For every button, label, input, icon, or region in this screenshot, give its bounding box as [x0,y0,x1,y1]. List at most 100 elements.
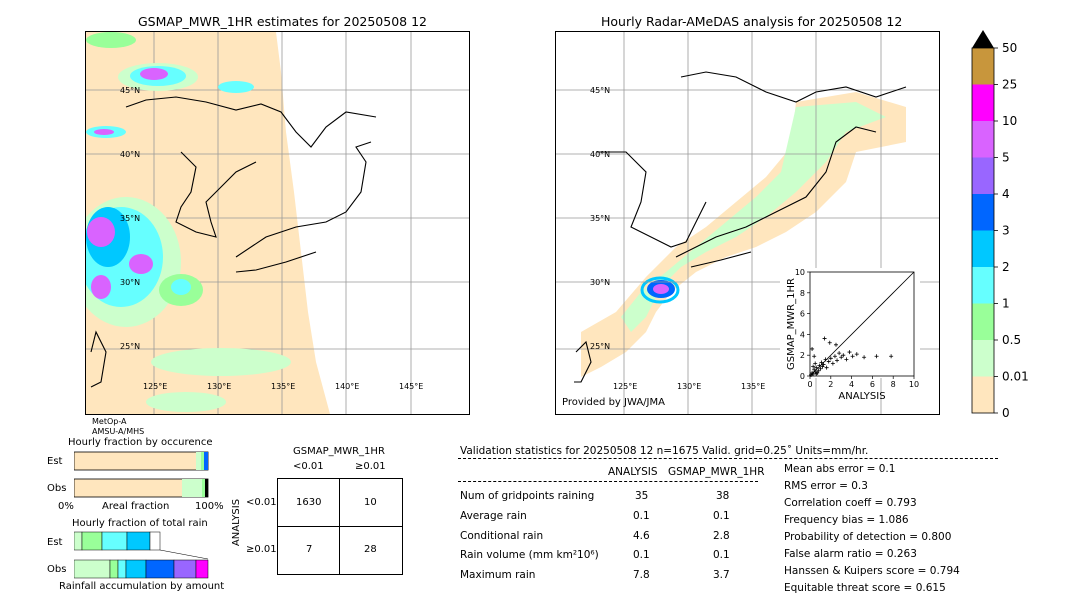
scatter-point [812,354,817,359]
colorbar-label: 0.5 [1002,333,1021,347]
validation-divider [458,458,998,459]
validation-header: Validation statistics for 20250508 12 n=… [460,445,869,457]
analysis-domain [581,92,906,377]
right-lon-125: 125°E [613,382,638,391]
left-lat-45: 45°N [120,86,141,95]
right-map-canvas [556,32,939,414]
sensor-line-2: AMSU-A/MHS [92,427,145,436]
contingency-row-axis: ANALYSIS [231,498,243,547]
scatter-point [809,372,814,377]
right-lat-45: 45°N [590,86,611,95]
cell-miss: 7 [306,544,313,555]
contingency-col-2: ≥0.01 [355,461,386,472]
scatter-y-label: GSMAP_MWR_1HR [786,278,797,370]
fraction-occurrence-title: Hourly fraction by occurence [68,437,213,448]
colorbar-segment [972,48,994,85]
scatter-point [817,363,822,368]
right-lat-35: 35°N [590,214,611,223]
row-label-4: Maximum rain [460,569,536,581]
scatter-point [813,361,818,366]
left-lon-135: 135°E [271,382,296,391]
colorbar-extend-arrow [972,30,994,48]
colorbar-segment [972,121,994,158]
occurrence-bars [74,451,209,498]
sensor-line-1: MetOp-A [92,417,127,426]
score-6: Hanssen & Kuipers score = 0.794 [784,565,960,577]
left-lat-40: 40°N [120,150,141,159]
scatter-point [828,356,833,361]
row-gsmap-2: 2.8 [713,530,730,542]
colorbar-label: 25 [1002,78,1017,92]
row-analysis-3: 0.1 [633,549,650,561]
scatter-point [813,369,818,374]
occ-axis-mid: Areal fraction [102,501,170,512]
scatter-y-tick-label: 0 [800,372,805,381]
scatter-y-tick-label: 8 [800,289,805,298]
left-lon-140: 140°E [335,382,360,391]
scatter-plot: 0 2 4 6 8 10 0 2 4 6 8 10 ANALYSIS GSMAP_MWR_1HR [786,268,919,402]
right-lat-30: 30°N [590,278,611,287]
colorbar-label: 0 [1002,406,1010,420]
validation-subdivider [458,481,758,482]
scatter-point [822,336,827,341]
colorbar-label: 4 [1002,187,1010,201]
scatter-point [834,342,838,347]
tot-row-est: Est [47,537,63,548]
score-1: RMS error = 0.3 [784,480,868,492]
row-analysis-2: 4.6 [633,530,650,542]
scatter-y-tick-label: 2 [800,351,805,360]
scatter-x-tick-label: 10 [909,380,919,389]
contingency-col-1: <0.01 [293,461,324,472]
colorbar-segment [972,303,994,340]
row-analysis-4: 7.8 [633,569,650,581]
right-lon-135: 135°E [741,382,766,391]
contingency-row-1: <0.01 [246,497,277,508]
scatter-point [823,357,828,362]
coastline [90,96,377,388]
scatter-point [814,371,819,376]
contingency-row-2: ≥0.01 [246,544,277,555]
left-lon-145: 145°E [399,382,424,391]
row-analysis-1: 0.1 [633,510,650,522]
colorbar-label: 1 [1002,297,1010,311]
row-gsmap-3: 0.1 [713,549,730,561]
right-map: 45°N 40°N 35°N 30°N 25°N 125°E 130°E 135… [555,31,940,415]
score-7: Equitable threat score = 0.615 [784,582,946,594]
colorbar-segment [972,157,994,194]
scatter-point [814,365,819,370]
scatter-point [835,358,840,363]
row-gsmap-4: 3.7 [713,569,730,581]
left-lon-125: 125°E [143,382,168,391]
scatter-x-tick-label: 8 [891,380,896,389]
left-map-title: GSMAP_MWR_1HR estimates for 20250508 12 [138,14,427,29]
cell-false-alarm: 10 [364,497,377,508]
row-label-3: Rain volume (mm km²10⁶) [460,549,599,561]
row-analysis-0: 35 [635,490,649,502]
scatter-x-tick-label: 6 [870,380,875,389]
scatter-x-tick-label: 0 [807,380,812,389]
scatter-y-tick-label: 4 [800,330,805,339]
score-4: Probability of detection = 0.800 [784,531,952,543]
scatter-point [816,368,821,373]
col-analysis: ANALYSIS [608,466,658,478]
colorbar-segment [972,84,994,121]
fraction-total-title: Hourly fraction of total rain [72,518,208,529]
contingency-grid: 1630 10 7 28 [277,478,403,575]
scatter-point [837,351,842,356]
scatter-point [854,352,859,357]
score-3: Frequency bias = 1.086 [784,514,909,526]
coastline [574,71,907,383]
scatter-point [812,367,817,372]
colorbar-label: 50 [1002,41,1017,55]
scatter-y-tick-label: 10 [795,268,805,277]
rain-patches [86,32,291,412]
row-label-0: Num of gridpoints raining [460,490,595,502]
colorbar-segment [972,194,994,231]
scatter-diagonal [809,271,915,377]
scatter-point [850,354,855,359]
left-lat-25: 25°N [120,342,141,351]
scatter-point [862,355,867,360]
colorbar-label: 5 [1002,151,1010,165]
colorbar-segment [972,340,994,377]
left-lat-35: 35°N [120,214,141,223]
